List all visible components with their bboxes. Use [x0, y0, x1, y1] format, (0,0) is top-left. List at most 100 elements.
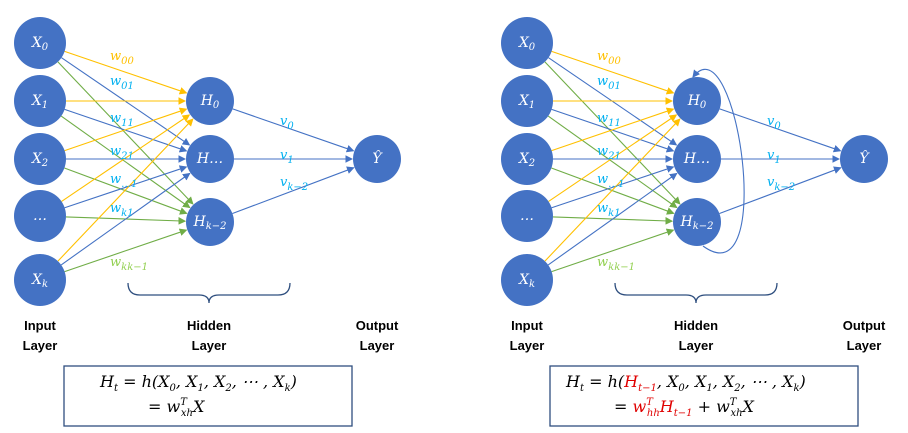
left-input-layer-label-0: Input: [24, 318, 56, 333]
left-weight-0: w00: [110, 49, 135, 67]
left-edge-x4-h0: [57, 118, 194, 262]
right-hidden-node-1: H…: [673, 135, 721, 183]
right-equation-line2: = wT hhHt−1 + wT xhX: [614, 397, 755, 419]
right-output-node: Ŷ: [840, 135, 888, 183]
left-hidden-layer-label-1: Layer: [192, 338, 227, 353]
left-vweight-1: v1: [280, 148, 294, 166]
right-edge-x4-h2: [551, 228, 675, 273]
right-edge-x0-h2: [544, 61, 681, 205]
right-vweight-1: v1: [767, 148, 781, 166]
right-weight-labels: w00 w01 w11 w21 w…1 wk1 wkk−1 v0 v1 vk−2: [597, 49, 795, 273]
svg-text:H…: H…: [196, 151, 223, 167]
right-input-node-3: …: [501, 190, 553, 242]
svg-text:…: …: [520, 208, 534, 224]
left-weight-1: w01: [110, 74, 134, 92]
left-weight-5: wk1: [110, 201, 134, 219]
left-edge-x2-h0: [64, 107, 188, 152]
left-hidden-layer-label-0: Hidden: [187, 318, 231, 333]
left-output-layer-label-0: Output: [356, 318, 399, 333]
svg-text:X0: X0: [31, 35, 49, 53]
right-output-layer-label-1: Layer: [847, 338, 882, 353]
svg-text:X2: X2: [518, 151, 535, 169]
svg-text:Hk−2: Hk−2: [192, 214, 226, 232]
right-edge-x4-h0: [544, 118, 681, 262]
right-weight-1: w01: [597, 74, 621, 92]
right-edge-x3-h0: [548, 114, 678, 202]
right-recurrent-loop: [692, 68, 745, 254]
svg-text:Xk: Xk: [31, 272, 48, 290]
left-weight-4: w…1: [110, 172, 138, 190]
left-input-layer-label-1: Layer: [23, 338, 58, 353]
left-edge-x4-h2: [64, 228, 188, 273]
right-weight-4: w…1: [597, 172, 625, 190]
right-equation-box: [549, 365, 859, 427]
left-hidden-node-1: H…: [186, 135, 234, 183]
right-weight-3: w21: [597, 144, 621, 162]
left-equation-line2: = wT xhX: [148, 397, 205, 419]
left-weight-labels: w00 w01 w11 w21 w…1 wk1 wkk−1 v0 v1 vk−2: [110, 49, 308, 273]
right-hidden-layer-label-0: Hidden: [674, 318, 718, 333]
right-hidden-node-0: H0: [673, 77, 721, 125]
svg-text:Xk: Xk: [518, 272, 535, 290]
right-weight-2: w11: [597, 111, 621, 129]
left-edge-x3-h0: [61, 114, 191, 202]
right-edges: [544, 50, 842, 273]
svg-text:Hk−2: Hk−2: [679, 214, 713, 232]
left-hidden-brace: [127, 282, 291, 304]
svg-text:X1: X1: [31, 93, 48, 111]
left-vweight-2: vk−2: [280, 175, 308, 193]
right-input-layer-label-1: Layer: [510, 338, 545, 353]
left-equation-box: [63, 365, 353, 427]
right-weight-5: wk1: [597, 201, 621, 219]
right-input-node-0: X0: [501, 17, 553, 69]
right-edge-x0-h0: [551, 50, 675, 95]
left-weight-3: w21: [110, 144, 134, 162]
left-weight-6: wkk−1: [110, 255, 148, 273]
right-edge-h0-y: [719, 108, 842, 153]
left-input-node-3: …: [14, 190, 66, 242]
left-vweight-0: v0: [280, 114, 294, 132]
left-edge-x1-h2: [60, 115, 191, 209]
right-input-layer-label-0: Input: [511, 318, 543, 333]
left-output-node: Ŷ: [353, 135, 401, 183]
left-edge-x0-h2: [57, 61, 194, 205]
right-edge-x3-h1: [551, 165, 675, 209]
right-equation-line1: Ht = h(Ht−1, X0, X1, X2, ⋯ , Xk): [565, 372, 806, 394]
left-hidden-node-0: H0: [186, 77, 234, 125]
right-edge-x1-h2: [547, 115, 678, 209]
right-weight-0: w00: [597, 49, 622, 67]
right-output-layer-label-0: Output: [843, 318, 886, 333]
svg-text:X2: X2: [31, 151, 48, 169]
svg-text:Ŷ: Ŷ: [859, 149, 870, 167]
svg-text:H…: H…: [683, 151, 710, 167]
left-equation-line1: Ht = h(X0, X1, X2, ⋯ , Xk): [99, 372, 297, 394]
left-edges: [57, 50, 355, 273]
svg-text:X0: X0: [518, 35, 536, 53]
left-weight-2: w11: [110, 111, 134, 129]
recurrent-network: w00 w01 w11 w21 w…1 wk1 wkk−1 v0 v1 vk−2 X0 X1 X2 … Xk…: [501, 17, 888, 353]
right-hidden-layer-label-1: Layer: [679, 338, 714, 353]
left-edge-h2-y: [232, 166, 355, 215]
svg-text:X1: X1: [518, 93, 535, 111]
svg-text:…: …: [33, 208, 47, 224]
right-edge-x2-h0: [551, 107, 675, 152]
feedforward-network: w00 w01 w11 w21 w…1 wk1 wkk−1 v0 v1 vk−2 X0 X1 X2 … Xk…: [14, 17, 401, 353]
right-weight-6: wkk−1: [597, 255, 635, 273]
left-edge-h0-y: [232, 108, 355, 153]
left-input-node-1: X1: [14, 75, 66, 127]
left-edge-x3-h1: [64, 165, 188, 209]
right-input-node-2: X2: [501, 133, 553, 185]
left-input-node-4: Xk: [14, 254, 66, 306]
right-input-node-4: Xk: [501, 254, 553, 306]
right-input-node-1: X1: [501, 75, 553, 127]
right-edge-h2-y: [719, 166, 842, 215]
right-hidden-brace: [614, 282, 778, 304]
left-input-node-2: X2: [14, 133, 66, 185]
left-hidden-node-2: Hk−2: [186, 198, 234, 246]
right-vweight-2: vk−2: [767, 175, 795, 193]
svg-text:H0: H0: [200, 93, 220, 111]
left-edge-x4-h1: [60, 172, 191, 266]
svg-text:Ŷ: Ŷ: [372, 149, 383, 167]
left-edge-x0-h0: [64, 50, 188, 95]
